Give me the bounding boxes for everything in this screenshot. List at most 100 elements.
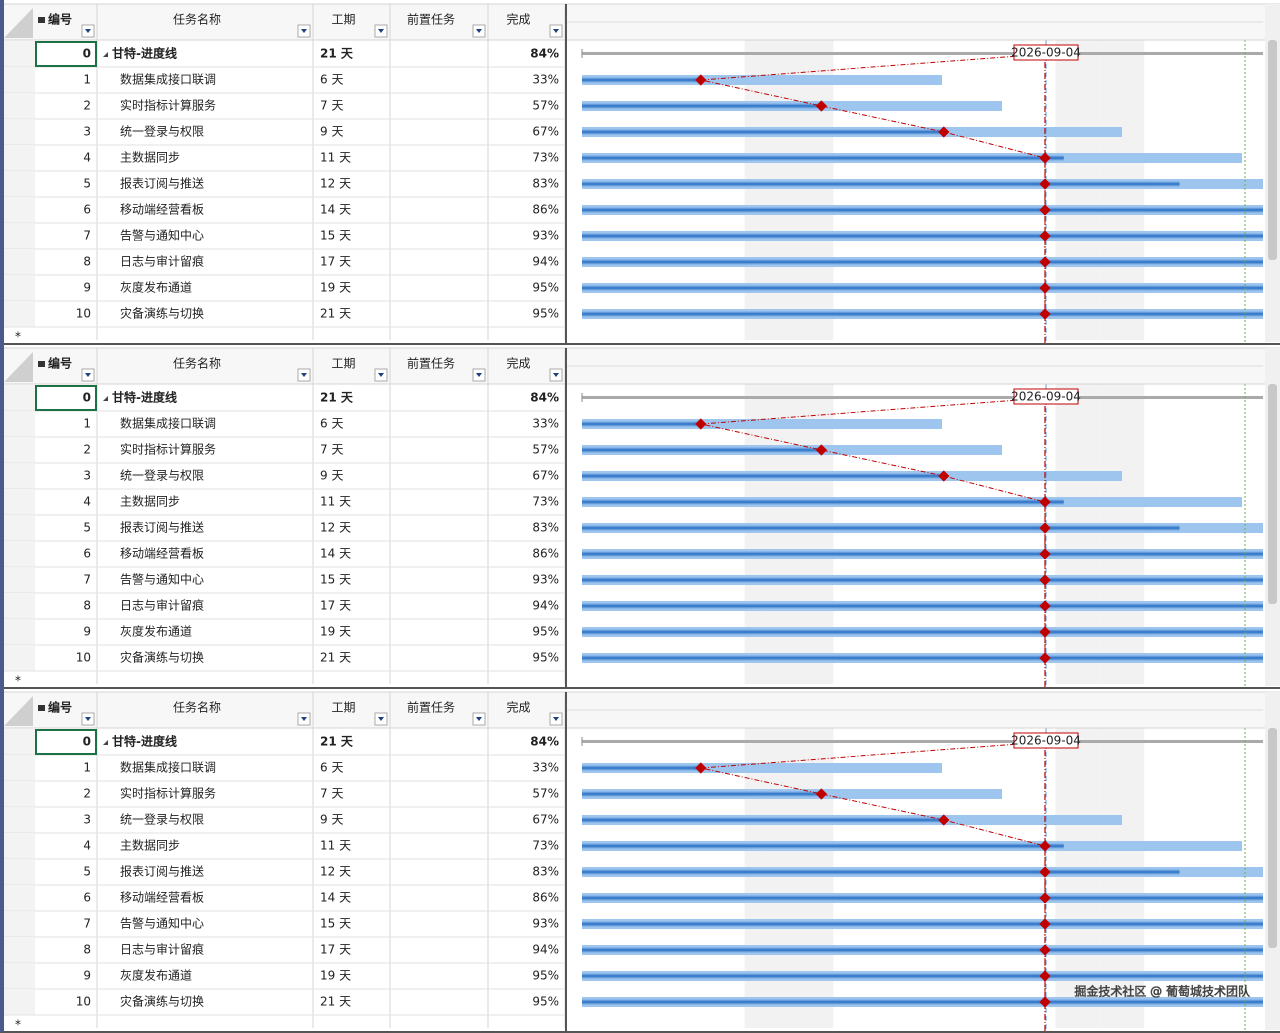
progress-bar[interactable] (582, 421, 701, 427)
task-id[interactable]: 6 (83, 891, 91, 905)
percent-complete[interactable]: 94% (532, 599, 559, 613)
duration[interactable]: 11 天 (320, 495, 351, 509)
progress-point[interactable] (938, 470, 950, 482)
progress-bar[interactable] (582, 207, 1280, 213)
active-cell[interactable] (35, 385, 97, 411)
percent-complete[interactable]: 67% (532, 469, 559, 483)
column-header[interactable]: 编号 (47, 12, 72, 27)
percent-complete[interactable]: 84% (530, 735, 559, 749)
column-header[interactable]: 编号 (47, 356, 72, 371)
percent-complete[interactable]: 93% (532, 917, 559, 931)
duration[interactable]: 21 天 (320, 391, 354, 405)
task-id[interactable]: 0 (83, 735, 91, 749)
progress-bar[interactable] (582, 311, 1280, 317)
task-name[interactable]: 报表订阅与推送 (120, 520, 204, 535)
duration[interactable]: 15 天 (320, 573, 351, 587)
duration[interactable]: 19 天 (320, 969, 351, 983)
task-name[interactable]: 移动端经营看板 (120, 547, 204, 561)
column-header[interactable]: 工期 (331, 701, 355, 715)
percent-complete[interactable]: 95% (532, 281, 559, 295)
duration[interactable]: 7 天 (320, 443, 343, 457)
progress-bar[interactable] (582, 259, 1280, 265)
task-name[interactable]: 实时指标计算服务 (120, 442, 216, 457)
task-id[interactable]: 9 (83, 281, 91, 295)
progress-point[interactable] (815, 788, 828, 800)
collapse-toggle[interactable] (103, 52, 108, 57)
task-id[interactable]: 2 (83, 99, 91, 113)
progress-bar[interactable] (582, 103, 822, 109)
progress-point[interactable] (1039, 548, 1051, 560)
percent-complete[interactable]: 33% (532, 417, 559, 431)
percent-complete[interactable]: 95% (532, 969, 559, 983)
task-name[interactable]: 实时指标计算服务 (120, 786, 216, 801)
task-id[interactable]: 8 (83, 255, 91, 269)
task-id[interactable]: 0 (83, 47, 91, 61)
percent-complete[interactable]: 83% (532, 521, 559, 535)
duration[interactable]: 9 天 (320, 125, 343, 139)
column-header[interactable]: 完成 (506, 12, 530, 27)
task-name[interactable]: 灾备演练与切换 (120, 306, 204, 321)
duration[interactable]: 19 天 (320, 281, 351, 295)
duration[interactable]: 9 天 (320, 813, 343, 827)
task-name[interactable]: 告警与通知中心 (120, 572, 204, 587)
scroll-thumb[interactable] (1268, 40, 1277, 260)
scroll-thumb[interactable] (1268, 728, 1277, 948)
progress-point[interactable] (815, 444, 828, 456)
task-id[interactable]: 3 (83, 813, 91, 827)
duration[interactable]: 21 天 (320, 735, 354, 749)
percent-complete[interactable]: 84% (530, 47, 559, 61)
duration[interactable]: 19 天 (320, 625, 351, 639)
select-all[interactable] (4, 8, 33, 38)
task-name[interactable]: 移动端经营看板 (120, 203, 204, 217)
percent-complete[interactable]: 73% (532, 839, 559, 853)
task-id[interactable]: 2 (83, 787, 91, 801)
duration[interactable]: 11 天 (320, 839, 351, 853)
percent-complete[interactable]: 57% (532, 787, 559, 801)
task-id[interactable]: 5 (83, 521, 91, 535)
task-id[interactable]: 2 (83, 443, 91, 457)
progress-point[interactable] (1039, 652, 1051, 664)
scroll-thumb[interactable] (1268, 384, 1277, 604)
select-all[interactable] (4, 696, 33, 726)
percent-complete[interactable]: 83% (532, 177, 559, 191)
progress-bar[interactable] (582, 447, 822, 453)
task-name[interactable]: 移动端经营看板 (120, 891, 204, 905)
task-bar[interactable] (582, 763, 942, 773)
duration[interactable]: 7 天 (320, 787, 343, 801)
progress-point[interactable] (1039, 892, 1051, 904)
progress-bar[interactable] (582, 629, 1280, 635)
progress-point[interactable] (1039, 840, 1051, 852)
collapse-toggle[interactable] (103, 740, 108, 745)
duration[interactable]: 12 天 (320, 521, 351, 535)
progress-bar[interactable] (582, 603, 1280, 609)
duration[interactable]: 14 天 (320, 547, 351, 561)
progress-bar[interactable] (582, 765, 701, 771)
progress-point[interactable] (938, 814, 950, 826)
column-header[interactable]: 前置任务 (407, 700, 455, 715)
duration[interactable]: 21 天 (320, 307, 351, 321)
column-header[interactable]: 前置任务 (407, 356, 455, 371)
percent-complete[interactable]: 33% (532, 761, 559, 775)
task-name[interactable]: 统一登录与权限 (120, 812, 204, 827)
duration[interactable]: 17 天 (320, 599, 351, 613)
task-bar[interactable] (582, 419, 942, 429)
task-name[interactable]: 主数据同步 (120, 494, 180, 509)
percent-complete[interactable]: 95% (532, 995, 559, 1009)
task-id[interactable]: 9 (83, 969, 91, 983)
progress-point[interactable] (695, 762, 707, 774)
duration[interactable]: 12 天 (320, 865, 351, 879)
progress-bar[interactable] (582, 999, 1280, 1005)
percent-complete[interactable]: 86% (532, 203, 559, 217)
task-name[interactable]: 灾备演练与切换 (120, 650, 204, 665)
task-id[interactable]: 6 (83, 203, 91, 217)
progress-point[interactable] (1039, 600, 1051, 612)
percent-complete[interactable]: 95% (532, 625, 559, 639)
progress-bar[interactable] (582, 791, 822, 797)
progress-bar[interactable] (582, 551, 1280, 557)
duration[interactable]: 7 天 (320, 99, 343, 113)
task-id[interactable]: 5 (83, 177, 91, 191)
duration[interactable]: 21 天 (320, 995, 351, 1009)
duration[interactable]: 14 天 (320, 203, 351, 217)
task-id[interactable]: 6 (83, 547, 91, 561)
progress-bar[interactable] (582, 181, 1180, 187)
